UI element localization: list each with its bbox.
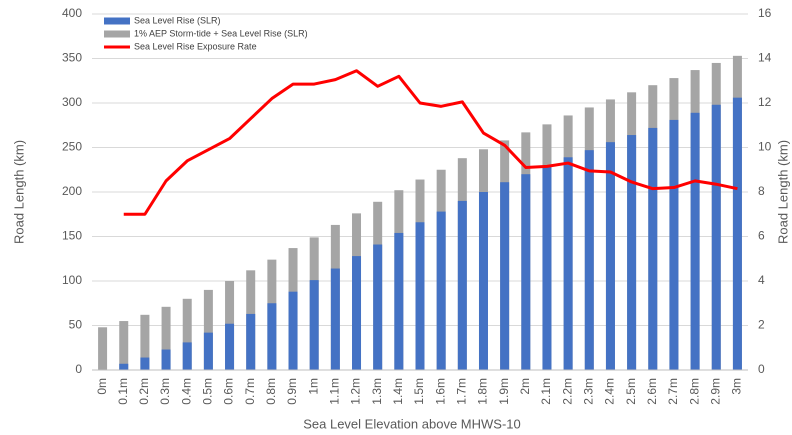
x-tick-label: 0.7m — [243, 378, 257, 405]
y-tick-label: 250 — [62, 140, 82, 154]
y2-tick-label: 4 — [758, 273, 765, 287]
y-tick-label: 50 — [69, 318, 83, 332]
x-tick-label: 1m — [306, 378, 320, 395]
y2-tick-label: 0 — [758, 362, 765, 376]
bar — [648, 127, 658, 370]
x-tick-label: 1.9m — [497, 378, 511, 405]
x-tick-label: 0.9m — [285, 378, 299, 405]
bar — [605, 142, 615, 370]
y-tick-label: 350 — [62, 51, 82, 65]
x-tick-label: 0.2m — [137, 378, 151, 405]
bar — [394, 232, 404, 370]
bar — [140, 314, 150, 370]
bar — [267, 303, 277, 370]
x-tick-label: 1.7m — [454, 378, 468, 405]
bar — [182, 298, 192, 370]
bar — [669, 119, 679, 370]
bar — [500, 182, 510, 370]
y2-tick-label: 2 — [758, 318, 765, 332]
y2-tick-label: 6 — [758, 229, 765, 243]
bar — [457, 200, 467, 370]
y-tick-label: 150 — [62, 229, 82, 243]
bar — [627, 135, 637, 370]
bar — [225, 323, 235, 370]
x-tick-label: 1.6m — [433, 378, 447, 405]
y2-axis-title: Road Length (km) — [775, 140, 790, 244]
y2-tick-label: 10 — [758, 140, 772, 154]
y2-tick-label: 12 — [758, 95, 772, 109]
bar — [98, 327, 108, 370]
x-tick-label: 2.5m — [624, 378, 638, 405]
x-tick-label: 3m — [730, 378, 744, 395]
y2-tick-label: 16 — [758, 6, 772, 20]
y2-tick-label: 8 — [758, 184, 765, 198]
bar — [478, 192, 488, 370]
y-tick-label: 200 — [62, 184, 82, 198]
bar — [542, 166, 552, 370]
x-tick-label: 2.1m — [539, 378, 553, 405]
x-tick-label: 1.4m — [391, 378, 405, 405]
bar — [288, 291, 298, 370]
x-tick-label: 0.4m — [179, 378, 193, 405]
legend-swatch — [104, 17, 130, 25]
legend-label: Sea Level Rise Exposure Rate — [134, 41, 257, 51]
x-tick-label: 1.1m — [328, 378, 342, 405]
bar — [521, 174, 531, 370]
y-tick-label: 0 — [75, 362, 82, 376]
x-tick-label: 1.3m — [370, 378, 384, 405]
bar — [203, 289, 213, 370]
x-tick-label: 0.6m — [222, 378, 236, 405]
bar — [352, 256, 362, 370]
x-tick-label: 2m — [518, 378, 532, 395]
bar — [415, 222, 425, 370]
x-tick-label: 2.8m — [687, 378, 701, 405]
bar — [119, 363, 129, 370]
bar — [119, 321, 129, 370]
x-tick-label: 2.2m — [560, 378, 574, 405]
x-tick-label: 2.9m — [708, 378, 722, 405]
bar — [161, 349, 171, 370]
bar — [246, 313, 256, 370]
line — [123, 69, 738, 216]
bar — [690, 112, 700, 370]
x-tick-label: 0.1m — [116, 378, 130, 405]
legend-label: Sea Level Rise (SLR) — [134, 15, 221, 25]
legend-label: 1% AEP Storm-tide + Sea Level Rise (SLR) — [134, 28, 308, 38]
bar — [711, 104, 721, 370]
y-axis-title: Road Length (km) — [11, 140, 26, 244]
y-tick-label: 300 — [62, 95, 82, 109]
x-tick-label: 1.8m — [476, 378, 490, 405]
bar — [436, 211, 446, 370]
bar — [203, 332, 213, 370]
x-tick-label: 1.2m — [349, 378, 363, 405]
x-tick-label: 2.4m — [603, 378, 617, 405]
x-tick-label: 0m — [95, 378, 109, 395]
x-tick-label: 1.5m — [412, 378, 426, 405]
bar — [140, 357, 150, 370]
y2-tick-label: 14 — [758, 51, 772, 65]
bar — [309, 280, 319, 370]
bar — [330, 268, 340, 370]
y-tick-label: 100 — [62, 273, 82, 287]
bar — [373, 244, 383, 370]
x-tick-label: 2.6m — [645, 378, 659, 405]
x-axis-title: Sea Level Elevation above MHWS-10 — [303, 416, 521, 431]
x-tick-label: 2.3m — [581, 378, 595, 405]
bar — [732, 97, 742, 370]
bar — [563, 157, 573, 370]
x-tick-label: 0.8m — [264, 378, 278, 405]
bar — [584, 150, 594, 370]
y-tick-label: 400 — [62, 6, 82, 20]
bar — [161, 306, 171, 370]
x-tick-label: 0.3m — [158, 378, 172, 405]
bar — [182, 342, 192, 370]
legend-swatch — [104, 30, 130, 38]
x-tick-label: 0.5m — [201, 378, 215, 405]
x-tick-label: 2.7m — [666, 378, 680, 405]
